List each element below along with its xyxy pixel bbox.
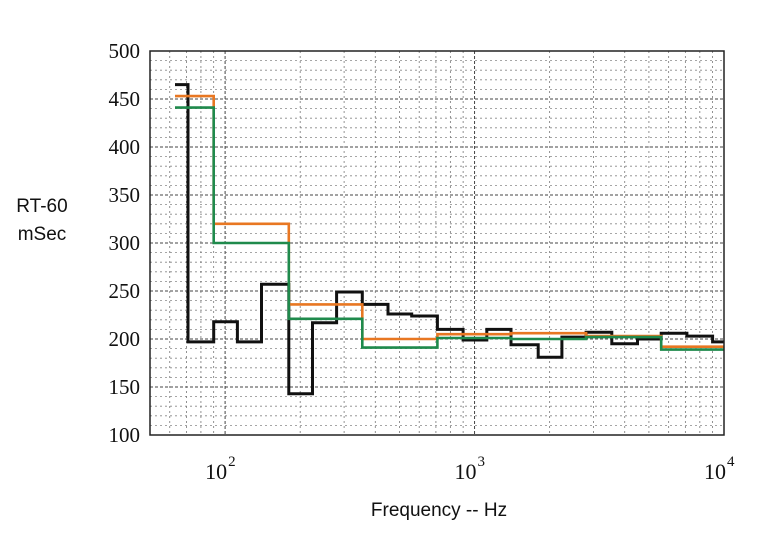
series-line-1: [175, 83, 724, 396]
y-tick-label: 450: [109, 87, 141, 111]
y-tick-label: 150: [109, 375, 141, 399]
y-tick-labels: 100 150 200 250 300 350 400 450 500: [109, 39, 141, 447]
x-tick-label: 10 3: [455, 454, 486, 484]
x-tick-base: 10: [205, 459, 227, 484]
x-axis-label: Frequency -- Hz: [371, 500, 507, 521]
x-tick-exponent: 3: [478, 454, 486, 470]
series-line-3: [175, 106, 724, 351]
x-tick-base: 10: [455, 459, 477, 484]
series-line-2: [175, 94, 724, 348]
y-tick-label: 250: [109, 279, 141, 303]
y-axis-label-line-1: RT-60: [16, 196, 67, 217]
x-tick-exponent: 4: [727, 454, 735, 470]
grid-lines: [150, 51, 724, 435]
x-tick-base: 10: [704, 459, 726, 484]
y-tick-label: 500: [109, 39, 141, 63]
y-tick-label: 300: [109, 231, 141, 255]
x-tick-label: 10 2: [205, 454, 236, 484]
y-tick-label: 400: [109, 135, 141, 159]
plot-frame: [149, 50, 725, 436]
x-tick-exponent: 2: [228, 454, 236, 470]
x-tick-label: 10 4: [704, 454, 735, 484]
y-tick-label: 200: [109, 327, 141, 351]
y-tick-label: 350: [109, 183, 141, 207]
y-tick-label: 100: [109, 423, 141, 447]
series-group: [175, 83, 724, 396]
x-tick-labels: 10 2 10 3 10 4: [205, 454, 735, 484]
y-axis-label-line-2: mSec: [18, 224, 67, 245]
